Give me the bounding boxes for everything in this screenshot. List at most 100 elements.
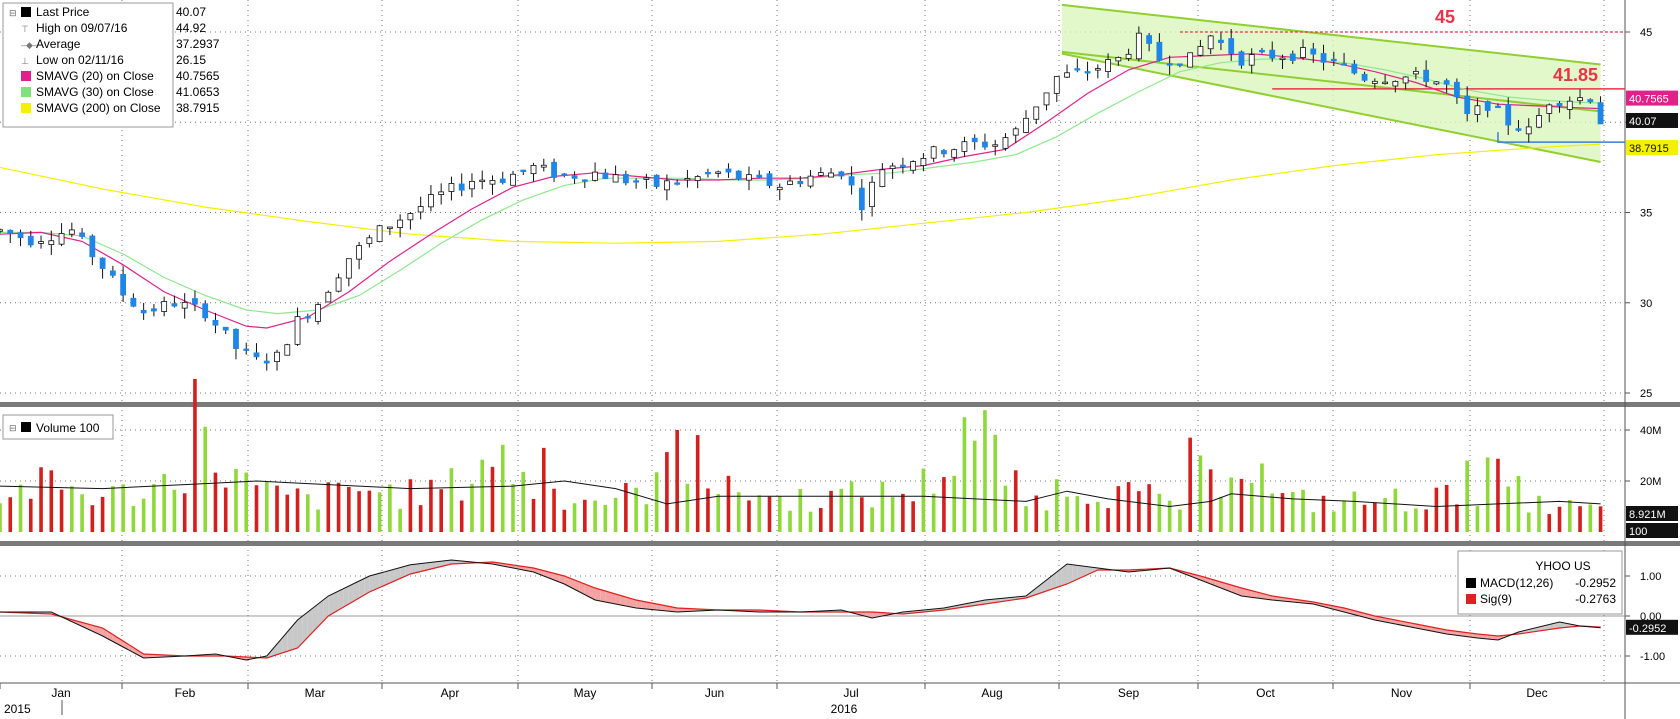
macd-fill bbox=[410, 564, 416, 574]
macd-fill bbox=[1482, 634, 1488, 639]
macd-fill bbox=[1256, 592, 1262, 599]
candle-body bbox=[1094, 68, 1101, 71]
macd-fill bbox=[1072, 564, 1078, 582]
macd-fill bbox=[1082, 566, 1088, 577]
candle-body bbox=[222, 326, 229, 331]
volume-bar bbox=[1065, 496, 1069, 532]
candle-body bbox=[899, 164, 906, 168]
macd-fill bbox=[143, 654, 149, 658]
macd-fill bbox=[1477, 634, 1483, 639]
macd-fill bbox=[138, 650, 144, 658]
candle-body bbox=[140, 309, 147, 314]
month-label: Jul bbox=[843, 686, 858, 700]
volume-bar bbox=[1598, 506, 1603, 532]
volume-bar bbox=[8, 497, 13, 532]
volume-bar bbox=[583, 499, 587, 532]
volume-bar bbox=[264, 481, 269, 532]
macd-fill bbox=[359, 578, 365, 598]
candle-body bbox=[1320, 53, 1327, 63]
volume-bar bbox=[541, 447, 546, 532]
candle-body bbox=[1187, 52, 1194, 68]
candle-body bbox=[961, 141, 968, 152]
volume-avg-tag: 8.921M bbox=[1629, 509, 1666, 521]
candle-body bbox=[1023, 117, 1029, 133]
macd-fill bbox=[1246, 589, 1252, 598]
macd-fill bbox=[318, 600, 324, 627]
channel-middle-line bbox=[1061, 50, 1601, 113]
volume-bar bbox=[244, 472, 249, 532]
volume-bar bbox=[572, 503, 577, 532]
macd-fill bbox=[615, 594, 621, 605]
last-price-tag-bg bbox=[1626, 112, 1678, 128]
volume-bar bbox=[285, 494, 290, 532]
macd-fill bbox=[369, 574, 375, 592]
volume-bar bbox=[1578, 506, 1582, 532]
candle-body bbox=[1566, 100, 1573, 110]
candle-body bbox=[684, 178, 691, 181]
volume-bar bbox=[1044, 510, 1049, 532]
candle-body bbox=[0, 229, 3, 232]
volume-bar bbox=[624, 482, 628, 532]
candle-body bbox=[1197, 46, 1204, 56]
macd-fill bbox=[1231, 585, 1237, 594]
candle-body bbox=[458, 183, 465, 191]
candle-body bbox=[1443, 80, 1450, 85]
volume-bar bbox=[1003, 485, 1008, 532]
legend-value: 41.0653 bbox=[176, 85, 220, 99]
candle-body bbox=[1392, 81, 1399, 87]
candle-body bbox=[592, 171, 598, 181]
volume-bar bbox=[849, 481, 854, 532]
candle-body bbox=[1495, 105, 1501, 109]
candle-body bbox=[766, 173, 773, 186]
macd-fill bbox=[579, 582, 585, 595]
candle-body bbox=[1105, 59, 1111, 72]
volume-bar bbox=[39, 467, 43, 532]
candle-body bbox=[1464, 95, 1471, 115]
candle-body bbox=[930, 146, 937, 159]
volume-bar bbox=[1229, 477, 1233, 532]
candle-body bbox=[1412, 70, 1419, 75]
avg-marker-icon: –◆– bbox=[21, 40, 38, 50]
volume-bar bbox=[1424, 509, 1428, 532]
candle-body bbox=[1156, 41, 1163, 61]
candle-body bbox=[89, 235, 96, 258]
legend-value: 38.7915 bbox=[176, 101, 220, 115]
macd-fill bbox=[1061, 564, 1068, 586]
candle-body bbox=[1289, 53, 1296, 61]
macd-fill bbox=[1467, 632, 1473, 638]
legend-swatch bbox=[21, 71, 31, 81]
macd-fill bbox=[630, 598, 637, 608]
macd-fill bbox=[1492, 635, 1498, 640]
volume-tick-label: 20M bbox=[1640, 476, 1661, 488]
candle-body bbox=[438, 191, 445, 195]
macd-fill bbox=[384, 570, 390, 586]
volume-bar bbox=[429, 479, 433, 532]
candle-body bbox=[1402, 76, 1409, 84]
candle-body bbox=[581, 179, 588, 182]
macd-fill bbox=[1236, 586, 1242, 596]
panel-divider bbox=[0, 402, 1680, 407]
volume-bar bbox=[49, 470, 54, 532]
volume-bar bbox=[480, 459, 485, 532]
volume-tick-label: 40M bbox=[1640, 425, 1661, 437]
macd-fill bbox=[646, 602, 652, 610]
candle-body bbox=[448, 183, 455, 192]
macd-fill bbox=[430, 561, 437, 569]
legend-collapse-icon: ⊟ bbox=[9, 8, 17, 18]
candle-body bbox=[787, 180, 793, 185]
volume-bar bbox=[736, 492, 741, 532]
candle-body bbox=[376, 225, 383, 243]
volume-bar bbox=[1260, 463, 1264, 532]
volume-bar bbox=[388, 484, 392, 532]
candle-body bbox=[428, 194, 434, 208]
candle-body bbox=[181, 301, 188, 309]
macd-value-tag: -0.2952 bbox=[1629, 623, 1666, 635]
candle-body bbox=[510, 173, 516, 186]
macd-fill bbox=[323, 596, 329, 622]
macd-fill bbox=[1472, 633, 1478, 638]
volume-average-line bbox=[0, 480, 1601, 508]
volume-bar bbox=[1198, 455, 1203, 532]
candle-body bbox=[356, 245, 363, 260]
candle-body bbox=[243, 348, 250, 351]
